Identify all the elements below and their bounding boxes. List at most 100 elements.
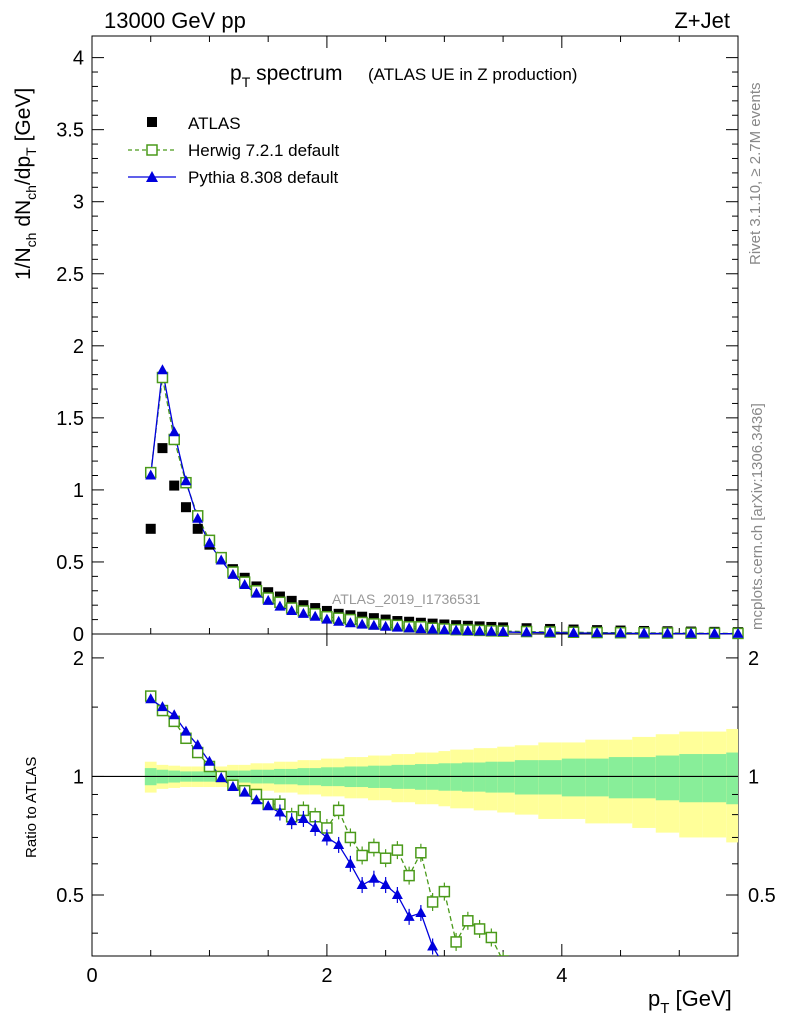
- top-ytick-label: 1.5: [56, 408, 84, 430]
- pythia-ratio-point: [344, 857, 356, 868]
- pythia-point: [427, 623, 439, 634]
- pythia-point: [450, 624, 462, 635]
- pythia-point: [403, 622, 415, 633]
- svg-text:pT spectrum: pT spectrum: [230, 62, 342, 90]
- bottom-ytick-label-right: 0.5: [748, 885, 776, 907]
- atlas-uncertainty-inner: [726, 752, 738, 805]
- pythia-ratio-point: [156, 701, 168, 712]
- pythia-ratio-point: [356, 879, 368, 890]
- plot-title: pT spectrum (ATLAS UE in Z production): [230, 62, 577, 90]
- pythia-point: [615, 627, 627, 638]
- top-ytick-label: 1: [73, 480, 84, 502]
- pythia-point: [239, 579, 251, 590]
- top-ytick-label: 2: [73, 336, 84, 358]
- pythia-point: [521, 626, 533, 637]
- pythia-point: [568, 626, 580, 637]
- atlas-point: [169, 480, 180, 491]
- pythia-point: [356, 618, 368, 629]
- pythia-point: [709, 627, 721, 638]
- herwig-ratio-point: [391, 844, 404, 856]
- header-left: 13000 GeV pp: [104, 8, 246, 33]
- atlas-point: [286, 595, 297, 606]
- herwig-ratio-point: [450, 936, 462, 948]
- atlas-point: [368, 613, 379, 624]
- atlas-point: [321, 605, 332, 616]
- herwig-ratio-point: [368, 841, 380, 854]
- atlas-uncertainty-inner: [497, 761, 515, 793]
- pythia-ratio-point: [333, 838, 345, 849]
- pythia-point: [145, 469, 157, 480]
- pythia-ratio-point: [368, 872, 380, 883]
- herwig-ratio-point: [403, 869, 415, 882]
- pythia-ratio-point: [321, 831, 333, 842]
- atlas-uncertainty-inner: [538, 760, 562, 795]
- analysis-watermark: ATLAS_2019_I1736531: [332, 591, 481, 607]
- pythia-ratio-point: [180, 725, 192, 736]
- title-rest: spectrum: [250, 62, 342, 85]
- atlas-point: [145, 523, 156, 534]
- atlas-uncertainty-inner: [608, 757, 633, 799]
- top-ylabel: 1/Nch dNch/dpT [GeV]: [12, 88, 39, 280]
- bottom-ytick-label: 2: [73, 648, 84, 670]
- herwig-ratio-point: [497, 955, 509, 956]
- pythia-ratio-point: [227, 781, 239, 792]
- atlas-point: [180, 502, 191, 513]
- pythia-point: [192, 512, 204, 523]
- pythia-point: [474, 625, 486, 636]
- legend-label-herwig: Herwig 7.2.1 default: [188, 141, 339, 160]
- pythia-point: [286, 604, 298, 615]
- pythia-ratio-point: [297, 812, 309, 823]
- herwig-ratio-point: [462, 915, 474, 927]
- title-detail: (ATLAS UE in Z production): [368, 65, 577, 84]
- pythia-point: [156, 364, 168, 375]
- atlas-point: [357, 611, 368, 622]
- title-sub: T: [242, 74, 251, 90]
- mcplots-label: mcplots.cern.ch [arXiv:1306.3436]: [749, 403, 766, 630]
- bottom-ytick-label: 0.5: [56, 885, 84, 907]
- pythia-ratio-point: [203, 755, 215, 766]
- atlas-uncertainty-inner: [655, 755, 680, 801]
- atlas-point: [310, 603, 321, 614]
- title-p: p: [230, 62, 242, 85]
- pythia-point: [415, 623, 427, 634]
- top-ytick-label: 2.5: [56, 264, 84, 286]
- pythia-ratio-point: [427, 940, 439, 951]
- pythia-point: [168, 426, 180, 437]
- header-right: Z+Jet: [674, 8, 730, 33]
- atlas-point: [157, 443, 168, 454]
- pythia-point: [333, 615, 345, 626]
- pythia-ratio-point: [439, 960, 450, 970]
- pythia-point: [485, 625, 497, 636]
- rivet-label: Rivet 3.1.10, ≥ 2.7M events: [747, 83, 764, 266]
- atlas-uncertainty-inner: [461, 762, 474, 792]
- bottom-ytick-label-right: 2: [748, 648, 759, 670]
- atlas-uncertainty-inner: [473, 762, 486, 792]
- pythia-point: [215, 554, 227, 565]
- atlas-uncertainty-inner: [679, 754, 703, 803]
- top-ytick-label: 3: [73, 192, 84, 214]
- herwig-ratio-point: [379, 852, 392, 864]
- pythia-point: [250, 587, 262, 598]
- pythia-ratio-point: [274, 806, 286, 817]
- pythia-ratio-point: [391, 888, 403, 899]
- pythia-point: [638, 627, 650, 638]
- atlas-uncertainty-inner: [702, 754, 727, 803]
- ratio-series-group: [144, 690, 520, 971]
- pythia-ratio-point: [415, 907, 427, 918]
- atlas-uncertainty-inner: [632, 757, 656, 799]
- pythia-point: [227, 568, 239, 579]
- pythia-ratio-point: [192, 739, 204, 750]
- atlas-uncertainty-inner: [514, 760, 539, 795]
- herwig-ratio-point: [510, 961, 520, 971]
- pythia-point: [497, 625, 509, 636]
- pythia-point: [274, 600, 286, 611]
- herwig-ratio-point: [438, 885, 451, 898]
- pythia-point: [262, 594, 274, 605]
- pythia-point: [344, 617, 356, 628]
- xlabel: pT [GeV]: [648, 986, 732, 1017]
- bottom-ytick-label-right: 1: [748, 766, 759, 788]
- herwig-ratio-point: [356, 849, 368, 862]
- pythia-point: [321, 613, 333, 624]
- pythia-point: [380, 620, 392, 631]
